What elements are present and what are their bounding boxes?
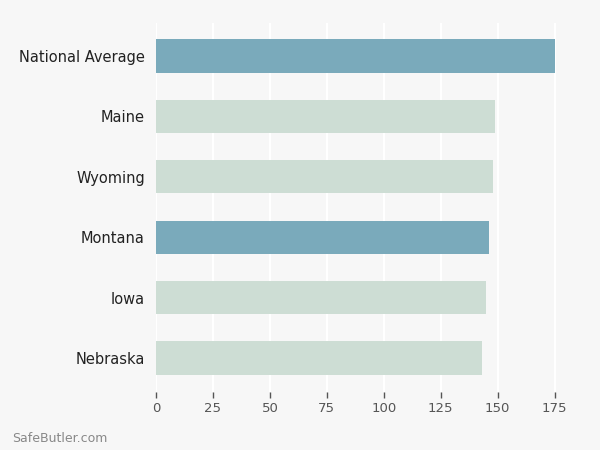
Bar	[156, 281, 487, 314]
Bar	[156, 220, 488, 254]
Text: SafeButler.com: SafeButler.com	[12, 432, 107, 446]
Bar	[156, 342, 482, 375]
Bar	[156, 160, 493, 194]
Bar	[156, 100, 496, 133]
Bar	[156, 39, 554, 72]
